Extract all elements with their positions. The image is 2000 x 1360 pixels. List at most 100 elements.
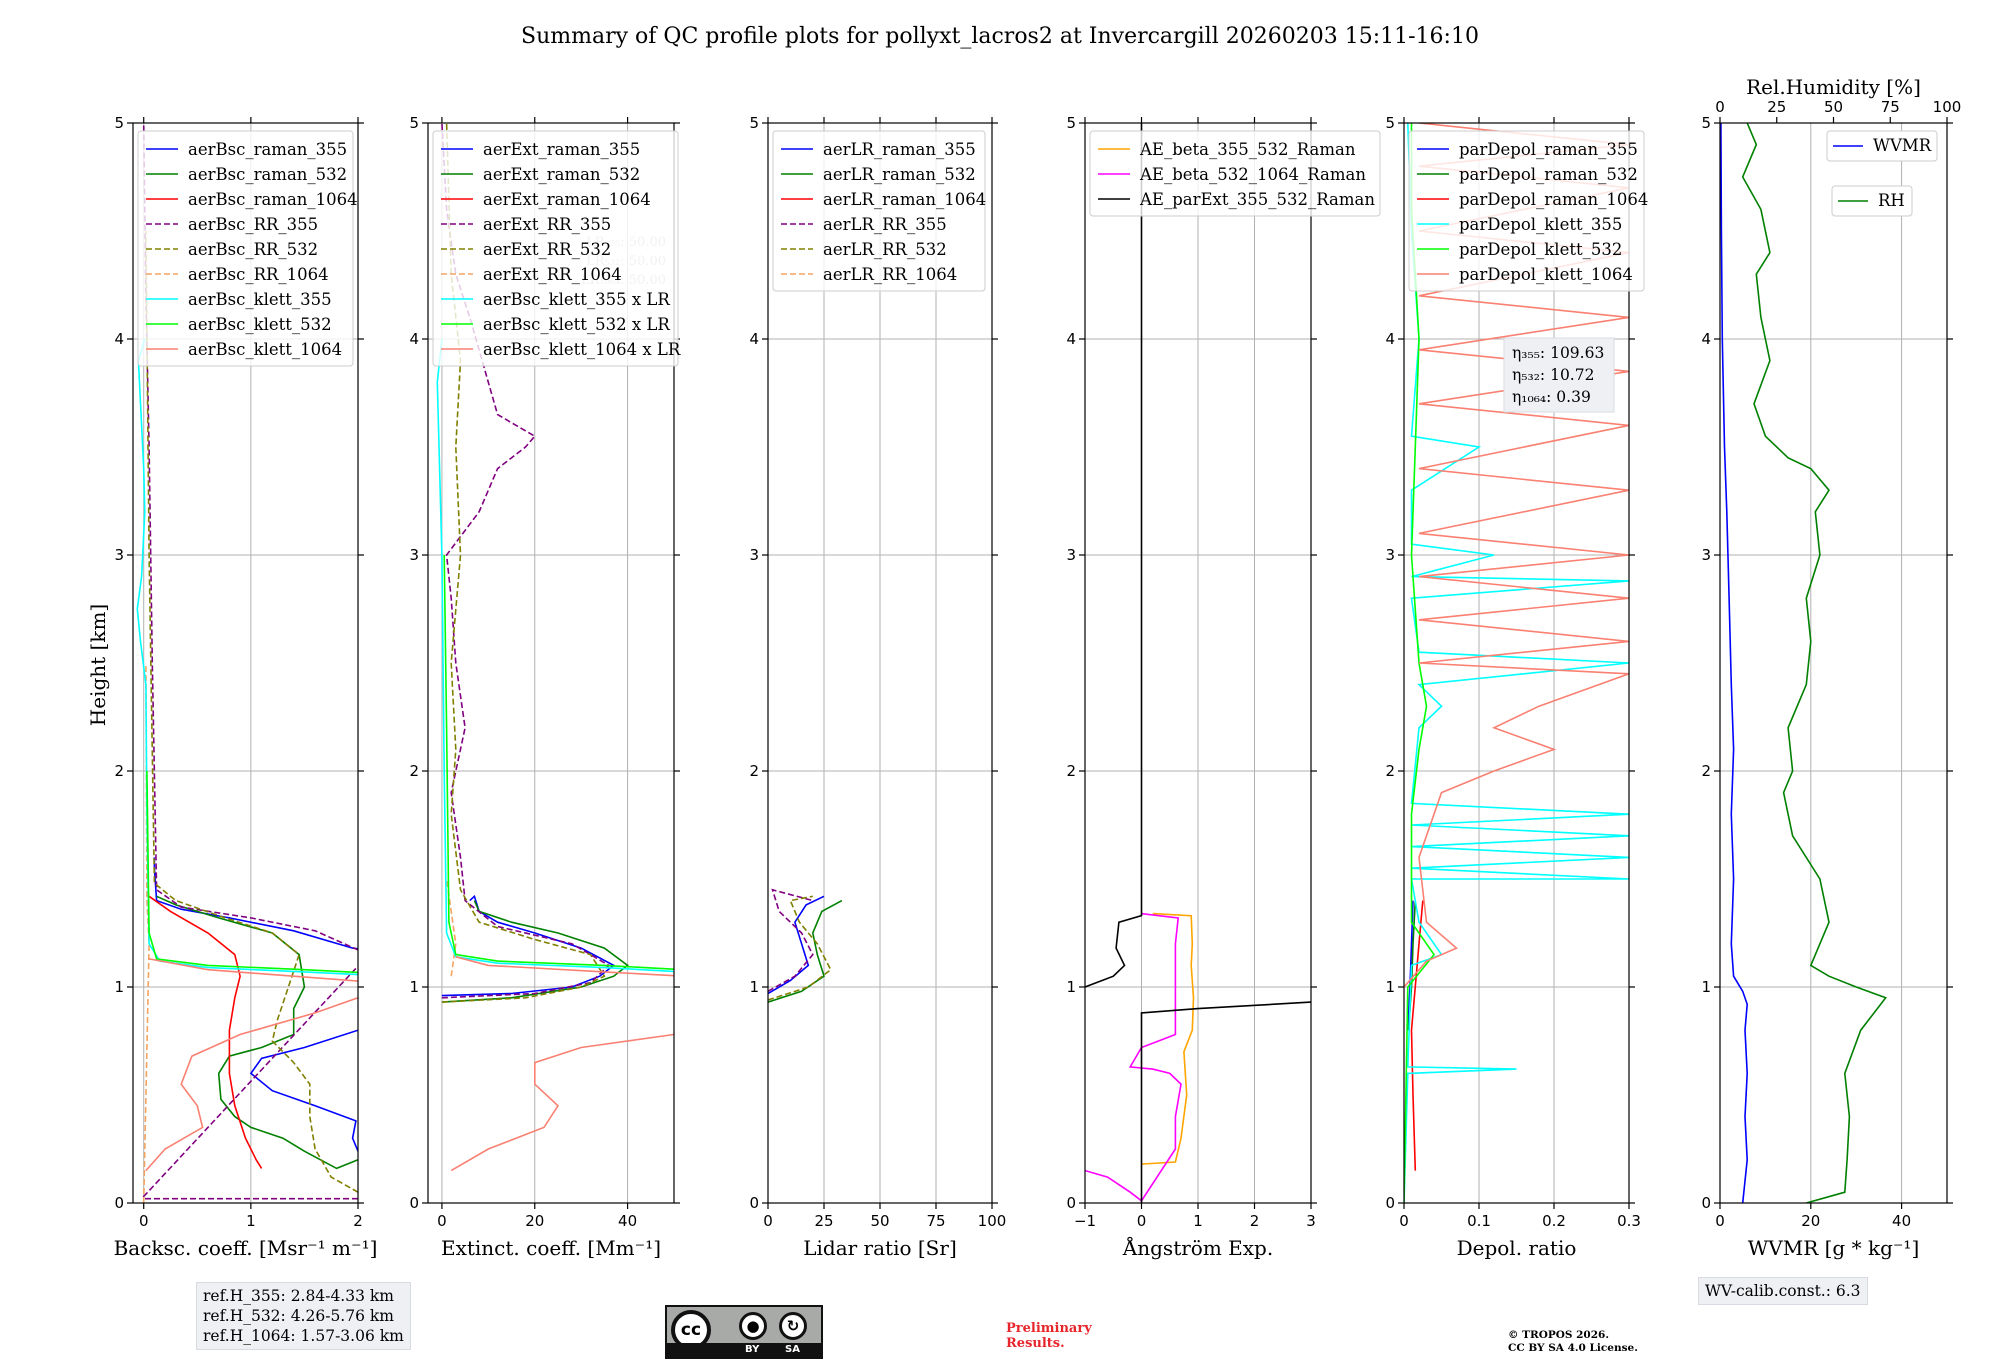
x-tick-label: 75 — [926, 1212, 945, 1230]
y-tick-label: 1 — [1385, 978, 1395, 996]
series-line-aerbsc-raman-355 — [153, 857, 358, 950]
series-line-aerext-raman-355 — [441, 894, 616, 997]
y-tick-label: 5 — [1701, 114, 1711, 132]
series-line-aerlr-raman-532 — [768, 899, 843, 1003]
x-tick-label: 0 — [437, 1212, 447, 1230]
legend-box — [1408, 130, 1645, 292]
panel-depol: 0 0.1 0.2 0.3 0 1 2 3 4 5 Depol. ratio parDepol_ram… — [1385, 114, 1648, 1260]
x-tick-label: 40 — [618, 1212, 637, 1230]
x2-tick-label: 75 — [1881, 98, 1900, 116]
x2-tick-label: 0 — [1715, 98, 1725, 116]
legend-entry: aerLR_RR_355 — [823, 215, 947, 234]
legend-entry: aerBsc_RR_355 — [188, 215, 318, 234]
x-axis-label: Backsc. coeff. [Msr⁻¹ m⁻¹] — [114, 1236, 378, 1260]
x-tick-label: 0.2 — [1542, 1212, 1566, 1230]
y-tick-label: 1 — [409, 978, 419, 996]
eta-entry: η₅₃₂: 10.72 — [1512, 366, 1594, 384]
legend-entry: parDepol_klett_532 — [1459, 240, 1622, 259]
y-tick-label: 5 — [749, 114, 759, 132]
cc-by-label: BY — [745, 1344, 760, 1355]
cc-license-badge: cc ● ↻ BY SA — [665, 1305, 823, 1359]
figure-title: Summary of QC profile plots for pollyxt_… — [521, 24, 1479, 49]
y-tick-label: 5 — [114, 114, 124, 132]
x2-tick-label: 50 — [1824, 98, 1843, 116]
x-tick-label: 20 — [1801, 1212, 1820, 1230]
legend-entry: aerExt_RR_355 — [483, 215, 611, 234]
x-axis-label: Ångström Exp. — [1122, 1235, 1273, 1260]
series-line-ae-parext-upper — [1085, 123, 1143, 988]
axes-frame — [427, 122, 675, 1204]
legend-entry: parDepol_raman_1064 — [1459, 190, 1648, 209]
series-group — [1720, 123, 1888, 1203]
legend-entry: RH — [1878, 191, 1905, 210]
panel-bsc: 0 1 2 0 1 2 3 4 5 Backsc. coeff. [Msr⁻¹ m⁻¹] aerBs… — [114, 114, 378, 1260]
series-group — [436, 123, 674, 1172]
x-tick-label: 0 — [1715, 1212, 1725, 1230]
legend-entry: aerLR_RR_1064 — [823, 265, 957, 284]
y-tick-label: 1 — [114, 978, 124, 996]
y-tick-label: 0 — [1066, 1194, 1076, 1212]
x2-tick-label: 100 — [1933, 98, 1962, 116]
x-tick-label: 40 — [1892, 1212, 1911, 1230]
legend-entry: aerExt_raman_532 — [483, 165, 640, 184]
y-tick-label: 2 — [1701, 762, 1711, 780]
y-tick-label: 3 — [749, 546, 759, 564]
y-tick-label: 0 — [1701, 1194, 1711, 1212]
series-line-aerbsc-rr-355 — [142, 123, 358, 1200]
reference-height-box: ref.H_355: 2.84-4.33 km ref.H_532: 4.26-… — [196, 1282, 411, 1350]
y-tick-label: 1 — [1701, 978, 1711, 996]
y-tick-label: 4 — [1385, 330, 1395, 348]
axes-frame — [132, 122, 359, 1204]
legend-entry: aerLR_RR_532 — [823, 240, 947, 259]
by-attribution-icon: ● — [739, 1312, 767, 1340]
legend-entry: aerExt_RR_1064 — [483, 265, 622, 284]
y-tick-label: 2 — [114, 762, 124, 780]
axes-frame — [1403, 122, 1630, 1204]
y-tick-label: 5 — [409, 114, 419, 132]
legend-entry: aerBsc_klett_355 — [188, 290, 332, 309]
legend-box — [772, 130, 986, 292]
x-axis-label: Extinct. coeff. [Mm⁻¹] — [441, 1236, 661, 1260]
y-tick-label: 1 — [1066, 978, 1076, 996]
legend-entry: aerBsc_raman_1064 — [188, 190, 358, 209]
series-line-aerlr-rr-532 — [768, 895, 832, 1001]
series-line-aerbsc-klett-532-x-lr — [443, 554, 674, 970]
y-tick-label: 3 — [1066, 546, 1076, 564]
series-line-aerbsc-raman-1064 — [148, 895, 263, 1169]
series-line-aerbsc-klett-1064 — [145, 958, 358, 1172]
x-axis-label: WVMR [g * kg⁻¹] — [1748, 1236, 1920, 1260]
series-line-aerext-rr-1064 — [445, 878, 457, 977]
series-line-ae-beta-355-532-raman — [1141, 912, 1195, 1165]
legend-entry: aerBsc_raman_355 — [188, 140, 347, 159]
series-group — [1085, 123, 1311, 1203]
y-tick-label: 2 — [409, 762, 419, 780]
axes-frame — [1719, 122, 1948, 1204]
series-line-wvmr — [1720, 123, 1749, 1203]
series-line-aerlr-rr-355 — [768, 888, 814, 992]
series-line-ae-beta-532-1064-raman — [1085, 912, 1182, 1202]
legend-entry: aerBsc_klett_1064 — [188, 340, 342, 359]
legend-entry: AE_beta_532_1064_Raman — [1139, 165, 1366, 184]
legend-entry: parDepol_klett_1064 — [1459, 265, 1633, 284]
series-group — [768, 888, 843, 1003]
series-line-aerext-rr-355 — [441, 123, 611, 999]
x-tick-label: 0.1 — [1467, 1212, 1491, 1230]
y-tick-label: 5 — [1066, 114, 1076, 132]
legend-entry: aerLR_raman_1064 — [823, 190, 986, 209]
legend-box — [137, 130, 354, 367]
legend-entry: aerExt_raman_355 — [483, 140, 640, 159]
series-line-aerbsc-klett-1064-x-lr — [450, 956, 674, 1172]
eta-entry: η₁₀₆₄: 0.39 — [1512, 388, 1591, 406]
series-line-pardepol-klett-355 — [1404, 123, 1629, 1203]
legend-entry: aerBsc_RR_1064 — [188, 265, 329, 284]
share-alike-icon: ↻ — [779, 1312, 807, 1340]
x-axis-label: Depol. ratio — [1457, 1236, 1577, 1260]
legend-entry: aerBsc_raman_532 — [188, 165, 347, 184]
y-tick-label: 3 — [114, 546, 124, 564]
series-group — [136, 123, 358, 1203]
y-axis-label: Height [km] — [86, 604, 110, 726]
legend-box — [1831, 185, 1913, 217]
